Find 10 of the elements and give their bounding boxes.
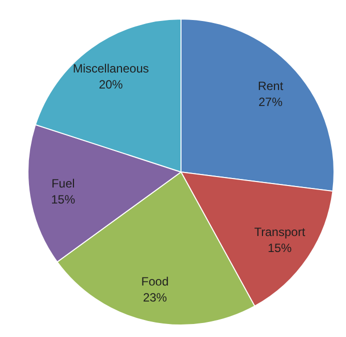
slice-label: Miscellaneous xyxy=(72,61,149,76)
slice-label: Rent xyxy=(258,79,284,94)
slice-label: Transport xyxy=(254,225,306,240)
data-label: 20% xyxy=(98,77,124,92)
slice-label: Fuel xyxy=(51,176,75,191)
data-label: 15% xyxy=(51,192,76,207)
slice-label: Food xyxy=(141,274,169,288)
data-label: 15% xyxy=(268,241,292,256)
data-label: 23% xyxy=(142,290,168,304)
data-label: 27% xyxy=(258,95,283,110)
